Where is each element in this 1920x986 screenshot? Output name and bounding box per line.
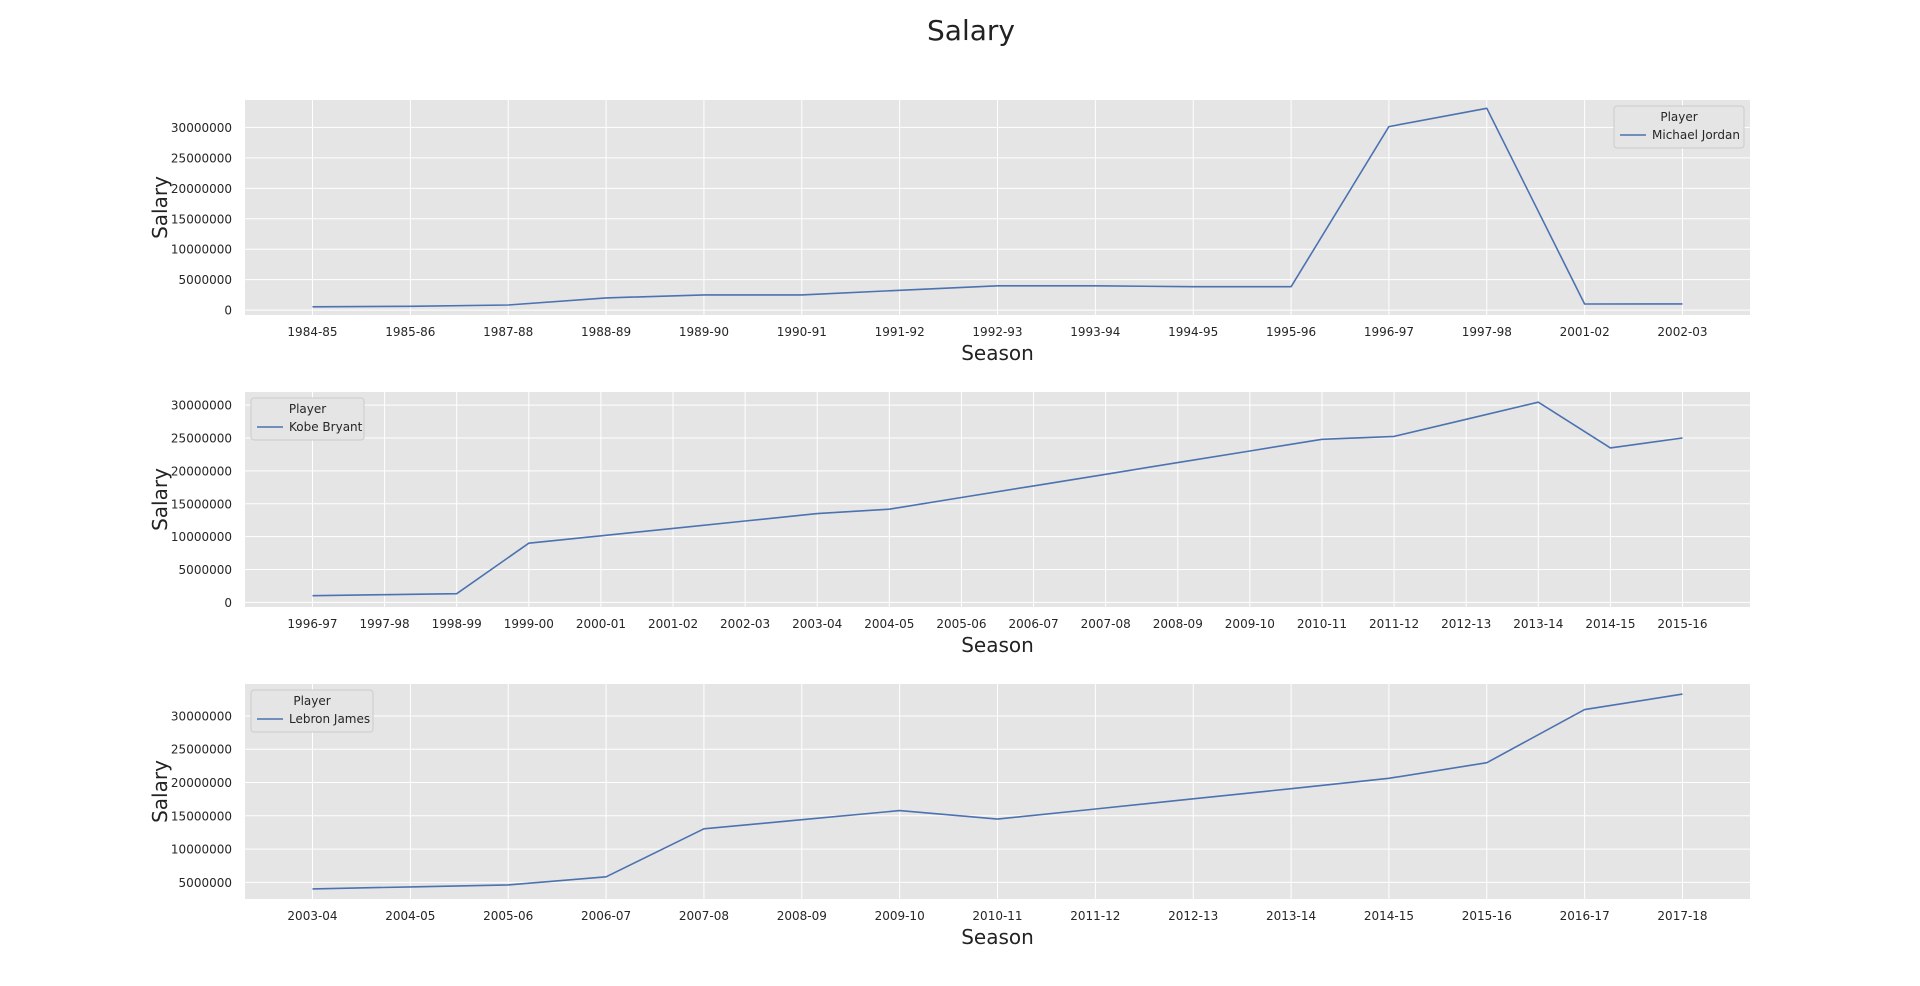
x-tick-label: 2006-07 (581, 909, 631, 923)
legend-label: Lebron James (289, 712, 370, 726)
y-tick-label: 5000000 (179, 563, 232, 577)
legend-label: Kobe Bryant (289, 420, 363, 434)
x-tick-label: 1985-86 (385, 325, 435, 339)
y-tick-label: 30000000 (171, 709, 232, 723)
series-line-michael-jordan (312, 107, 1683, 308)
y-axis-label: Salary (148, 468, 172, 531)
x-tick-label: 2001-02 (1560, 325, 1610, 339)
x-tick-label: 2010-11 (972, 909, 1022, 923)
y-tick-label: 15000000 (171, 497, 232, 511)
legend-box (1613, 105, 1745, 149)
legend-title: Player (289, 402, 326, 416)
x-tick-label: 1997-98 (1462, 325, 1512, 339)
x-tick-label: 2008-09 (1153, 617, 1203, 631)
y-tick-label: 25000000 (171, 743, 232, 757)
x-tick-label: 1995-96 (1266, 325, 1316, 339)
x-tick-label: 2013-14 (1513, 617, 1563, 631)
y-tick-label: 20000000 (171, 182, 232, 196)
legend-label: Michael Jordan (1652, 128, 1740, 142)
y-tick-label: 20000000 (171, 464, 232, 478)
y-tick-label: 15000000 (171, 809, 232, 823)
y-tick-label: 15000000 (171, 212, 232, 226)
legend-title: Player (1660, 110, 1697, 124)
legend-box (250, 397, 365, 441)
x-tick-label: 1999-00 (504, 617, 554, 631)
x-tick-label: 2009-10 (1225, 617, 1275, 631)
figure-title: Salary (927, 14, 1015, 47)
legend-title: Player (293, 694, 330, 708)
x-tick-label: 1998-99 (432, 617, 482, 631)
x-tick-label: 2007-08 (1081, 617, 1131, 631)
y-tick-label: 10000000 (171, 243, 232, 257)
x-tick-label: 2012-13 (1441, 617, 1491, 631)
y-tick-label: 10000000 (171, 530, 232, 544)
legend-box (250, 689, 374, 733)
x-axis-label: Season (961, 341, 1034, 365)
x-tick-label: 2009-10 (875, 909, 925, 923)
series-line-kobe-bryant (312, 401, 1683, 597)
x-tick-label: 2017-18 (1657, 909, 1707, 923)
x-tick-label: 2011-12 (1070, 909, 1120, 923)
x-tick-label: 1997-98 (360, 617, 410, 631)
y-tick-label: 25000000 (171, 432, 232, 446)
x-tick-label: 2006-07 (1008, 617, 1058, 631)
y-axis-label: Salary (148, 760, 172, 823)
y-tick-label: 30000000 (171, 121, 232, 135)
x-tick-label: 2014-15 (1364, 909, 1414, 923)
x-tick-label: 2016-17 (1560, 909, 1610, 923)
x-tick-label: 2014-15 (1585, 617, 1635, 631)
y-tick-label: 5000000 (179, 273, 232, 287)
x-tick-label: 2004-05 (385, 909, 435, 923)
series-line-lebron-james (312, 693, 1683, 890)
x-tick-label: 2010-11 (1297, 617, 1347, 631)
x-tick-label: 1988-89 (581, 325, 631, 339)
x-tick-label: 2002-03 (720, 617, 770, 631)
x-tick-label: 1993-94 (1070, 325, 1120, 339)
x-tick-label: 2012-13 (1168, 909, 1218, 923)
x-tick-label: 2015-16 (1657, 617, 1707, 631)
x-tick-label: 1992-93 (972, 325, 1022, 339)
y-tick-label: 30000000 (171, 399, 232, 413)
y-tick-label: 20000000 (171, 776, 232, 790)
y-tick-label: 10000000 (171, 843, 232, 857)
x-tick-label: 1994-95 (1168, 325, 1218, 339)
plot-area-2 (245, 392, 1750, 607)
x-tick-label: 2008-09 (777, 909, 827, 923)
x-tick-label: 2005-06 (936, 617, 986, 631)
x-tick-label: 1996-97 (287, 617, 337, 631)
x-tick-label: 2015-16 (1462, 909, 1512, 923)
x-tick-label: 1991-92 (875, 325, 925, 339)
x-tick-label: 2001-02 (648, 617, 698, 631)
x-tick-label: 1989-90 (679, 325, 729, 339)
y-tick-label: 0 (224, 304, 232, 318)
x-tick-label: 1996-97 (1364, 325, 1414, 339)
x-tick-label: 2002-03 (1657, 325, 1707, 339)
y-tick-label: 0 (224, 596, 232, 610)
x-tick-label: 2003-04 (792, 617, 842, 631)
x-tick-label: 2000-01 (576, 617, 626, 631)
y-tick-label: 25000000 (171, 151, 232, 165)
x-axis-label: Season (961, 925, 1034, 949)
y-tick-label: 5000000 (179, 876, 232, 890)
x-tick-label: 2003-04 (287, 909, 337, 923)
x-tick-label: 1984-85 (287, 325, 337, 339)
x-tick-label: 2013-14 (1266, 909, 1316, 923)
x-tick-label: 2011-12 (1369, 617, 1419, 631)
x-tick-label: 2005-06 (483, 909, 533, 923)
x-tick-label: 2007-08 (679, 909, 729, 923)
x-tick-label: 1987-88 (483, 325, 533, 339)
y-axis-label: Salary (148, 176, 172, 239)
x-tick-label: 1990-91 (777, 325, 827, 339)
x-axis-label: Season (961, 633, 1034, 657)
x-tick-label: 2004-05 (864, 617, 914, 631)
